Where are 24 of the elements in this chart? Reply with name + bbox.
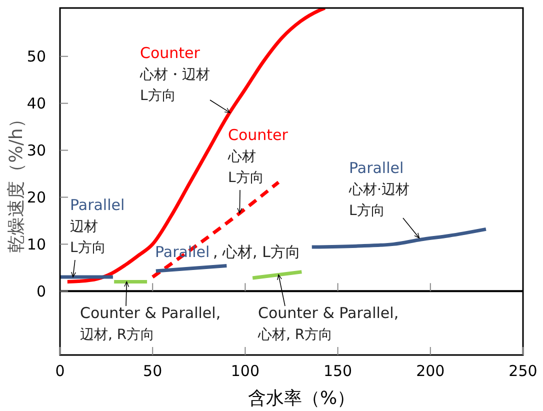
annotation: Counter 心材 L方向 xyxy=(227,126,289,186)
annotation: Counter 心材・辺材 L方向 xyxy=(139,44,210,104)
x-tick-label: 50 xyxy=(143,362,162,380)
y-tick-label: 20 xyxy=(26,188,46,206)
y-tick-label: 10 xyxy=(26,235,46,254)
line-series xyxy=(310,227,488,249)
x-axis-title: 含水率（%） xyxy=(248,388,356,409)
x-tick-label: 250 xyxy=(508,362,538,380)
y-axis-title: 乾燥速度（%/h） xyxy=(6,110,27,253)
y-tick-label: 40 xyxy=(26,94,46,113)
series-label: Parallel xyxy=(155,243,210,261)
line-series xyxy=(66,8,327,284)
annotation: Parallel 辺材 L方向 xyxy=(70,196,125,256)
x-tick-label: 200 xyxy=(416,362,445,380)
y-tick-label: 30 xyxy=(26,142,46,160)
annotation: Counter & Parallel, 辺材, R方向 xyxy=(80,304,221,343)
x-tick-label: 150 xyxy=(323,362,352,380)
x-tick-label: 0 xyxy=(55,362,65,380)
annotation: Counter & Parallel, 心材, R方向 xyxy=(257,304,399,343)
y-tick-label: 0 xyxy=(36,282,46,300)
annotation: , 心材, L方向 xyxy=(213,243,300,261)
y-tick-label: 50 xyxy=(26,48,46,66)
annotation: Parallel 心材·辺材 L方向 xyxy=(348,159,410,219)
x-tick-label: 100 xyxy=(230,362,260,380)
